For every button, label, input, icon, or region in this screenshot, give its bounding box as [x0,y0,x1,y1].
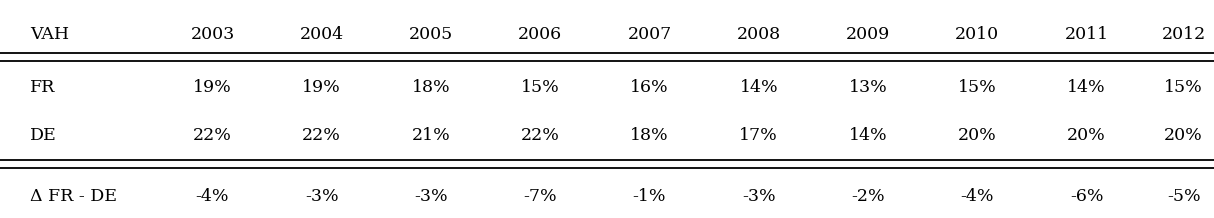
Text: 19%: 19% [193,79,232,96]
Text: -6%: -6% [1070,188,1104,205]
Text: 22%: 22% [521,127,560,144]
Text: 14%: 14% [1067,79,1106,96]
Text: 2007: 2007 [628,26,671,43]
Text: 20%: 20% [958,127,997,144]
Text: 15%: 15% [521,79,560,96]
Text: 17%: 17% [739,127,778,144]
Text: 19%: 19% [302,79,341,96]
Text: 15%: 15% [1164,79,1203,96]
Text: 14%: 14% [739,79,778,96]
Text: 2006: 2006 [518,26,562,43]
Text: 2008: 2008 [737,26,781,43]
Text: -3%: -3% [305,188,339,205]
Text: 2012: 2012 [1162,26,1206,43]
Text: 15%: 15% [958,79,997,96]
Text: -4%: -4% [195,188,229,205]
Text: -3%: -3% [414,188,448,205]
Text: 16%: 16% [630,79,669,96]
Text: -3%: -3% [742,188,776,205]
Text: Δ FR - DE: Δ FR - DE [30,188,118,205]
Text: -4%: -4% [960,188,994,205]
Text: -5%: -5% [1167,188,1201,205]
Text: 22%: 22% [302,127,341,144]
Text: 18%: 18% [412,79,450,96]
Text: 2004: 2004 [300,26,344,43]
Text: 2011: 2011 [1065,26,1108,43]
Text: 2009: 2009 [846,26,890,43]
Text: 2010: 2010 [955,26,999,43]
Text: 21%: 21% [412,127,450,144]
Text: DE: DE [30,127,57,144]
Text: -7%: -7% [523,188,557,205]
Text: 22%: 22% [193,127,232,144]
Text: 13%: 13% [849,79,887,96]
Text: -2%: -2% [851,188,885,205]
Text: 18%: 18% [630,127,669,144]
Text: 14%: 14% [849,127,887,144]
Text: 2003: 2003 [191,26,234,43]
Text: FR: FR [30,79,56,96]
Text: 20%: 20% [1067,127,1106,144]
Text: -1%: -1% [632,188,666,205]
Text: 2005: 2005 [409,26,453,43]
Text: 20%: 20% [1164,127,1203,144]
Text: VAH: VAH [30,26,69,43]
